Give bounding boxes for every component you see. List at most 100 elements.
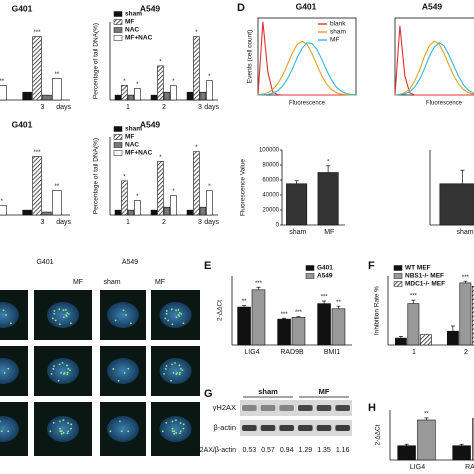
error-bar (411, 299, 416, 304)
y-tick-label: 20000 (262, 208, 279, 214)
focus (52, 421, 55, 424)
significance: *** (255, 281, 263, 287)
error-bar (404, 443, 409, 446)
panel-label: F (368, 260, 375, 272)
series-line (394, 25, 474, 96)
chart-title: A549 (422, 1, 443, 11)
focus (60, 430, 63, 433)
x-axis-label: days (204, 219, 219, 226)
significance: * (208, 184, 211, 190)
significance: * (136, 82, 139, 88)
focus (164, 368, 167, 370)
bar (186, 209, 194, 216)
series-line (257, 42, 357, 96)
significance: *** (34, 150, 42, 156)
legend-swatch (113, 126, 123, 132)
focus (181, 369, 184, 372)
row-label: γH2AX (213, 403, 236, 412)
focus (59, 427, 61, 430)
focus (0, 430, 3, 433)
bar (286, 183, 308, 226)
bar (394, 337, 407, 346)
nucleus (47, 358, 79, 384)
focus (122, 309, 125, 312)
focus (62, 373, 65, 376)
blot-band (298, 425, 313, 431)
significance: ** (336, 300, 341, 306)
x-tick-label: 2 (162, 104, 166, 111)
x-tick-label: 3 (41, 219, 45, 226)
blot-band (279, 405, 294, 411)
focus (3, 372, 6, 374)
focus (178, 373, 181, 376)
nucleus (47, 302, 79, 328)
focus (70, 427, 72, 430)
focus (66, 364, 68, 367)
focus (130, 322, 132, 325)
focus (2, 309, 5, 312)
legend-label: MF+NAC (125, 35, 153, 42)
x-axis-label: days (56, 104, 71, 111)
focus (174, 362, 176, 364)
legend-swatch (113, 134, 123, 140)
chart-title: G401 (296, 1, 317, 11)
bar (291, 317, 306, 346)
bar (459, 282, 472, 346)
bar (193, 36, 200, 101)
y-axis-label: Percentage of tail DNA(%) (93, 138, 100, 214)
bar (277, 318, 291, 346)
bar (199, 91, 207, 101)
bar (134, 88, 141, 101)
focus (178, 315, 181, 317)
focus (53, 365, 55, 367)
x-tick-label: 1 (412, 349, 416, 356)
focus (70, 423, 73, 426)
focus (165, 310, 168, 312)
chart-title: G401 (12, 3, 33, 13)
significance: * (136, 194, 139, 200)
x-tick-label: 3 (198, 104, 202, 111)
bar (121, 180, 128, 216)
focus (69, 369, 71, 372)
error-bar (463, 280, 468, 283)
bar (331, 308, 346, 346)
micrograph-label: G401 (36, 259, 53, 266)
bar (32, 156, 42, 216)
nucleus (159, 302, 192, 328)
x-tick-label: 2 (162, 219, 166, 226)
focus (62, 419, 65, 422)
significance: * (172, 189, 175, 195)
bar (42, 211, 52, 216)
x-tick-label: RAD9B (280, 349, 304, 356)
legend-label: MDC1-/- MEF (405, 281, 445, 288)
x-tick-label: 1 (126, 104, 130, 111)
focus (66, 373, 69, 376)
focus (120, 430, 123, 433)
micrograph-label: A549 (122, 259, 138, 266)
focus (179, 371, 181, 374)
focus (177, 309, 180, 311)
bar (471, 286, 474, 346)
panel-label: E (204, 260, 211, 272)
focus (178, 364, 181, 367)
focus (58, 308, 61, 311)
legend-label: A549 (317, 273, 333, 280)
focus (178, 311, 181, 314)
row-label: β-actin (213, 423, 236, 432)
bar (0, 85, 7, 101)
panel-label: G (204, 388, 213, 400)
legend-label: MF+NAC (125, 150, 153, 157)
focus (61, 362, 64, 364)
focus (7, 430, 10, 433)
chart-title: A549 (140, 3, 161, 13)
chart-title: G401 (12, 119, 33, 129)
focus (167, 319, 170, 322)
blot-band (298, 405, 313, 411)
blot-band (316, 405, 332, 411)
x-tick-label: 2 (464, 349, 468, 356)
legend-swatch (113, 150, 123, 156)
bar (150, 209, 158, 216)
bar (251, 289, 266, 346)
